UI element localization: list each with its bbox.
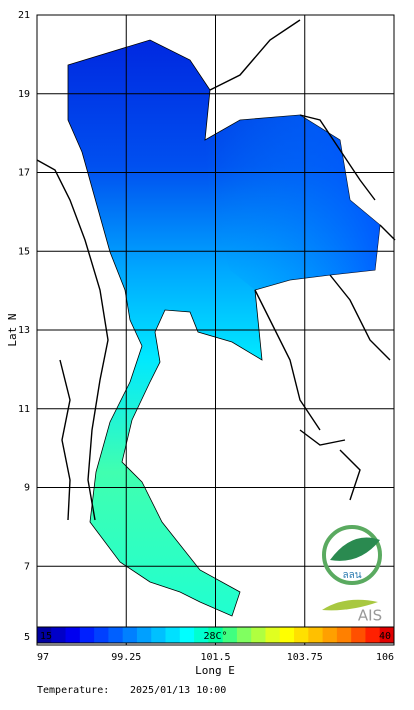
- colorbar-frame: [36, 626, 395, 644]
- colorbar-swatch: [194, 627, 209, 643]
- logo-leaf: [330, 537, 380, 561]
- colorbar-swatch: [322, 627, 338, 643]
- colorbar-swatch: [179, 627, 195, 643]
- y-tick-label: 13: [18, 325, 30, 336]
- logo-ais-swoosh: [322, 599, 378, 611]
- logo-ring: [322, 525, 382, 585]
- colorbar-swatch: [151, 627, 167, 643]
- x-axis-title: Long E: [195, 664, 235, 677]
- logo-ais: AIS: [322, 599, 382, 625]
- colorbar-swatch: [94, 627, 109, 643]
- colorbar-swatch: [308, 627, 324, 643]
- colorbar-swatch: [208, 627, 224, 643]
- colorbar-swatch: [236, 627, 252, 643]
- colorbar-swatch: [351, 627, 366, 643]
- logo-ais-text: AIS: [358, 607, 382, 625]
- y-tick-label: 15: [18, 246, 30, 257]
- colorbar-swatch: [251, 627, 266, 643]
- x-tick-label: 97: [37, 652, 49, 663]
- colorbar-swatch: [222, 627, 238, 643]
- colorbar-swatch: [79, 627, 95, 643]
- y-tick-label: 5: [24, 632, 30, 643]
- colorbar-swatch: [365, 627, 381, 643]
- colorbar-max-label: 40: [379, 631, 391, 642]
- footer-label: Temperature:: [37, 685, 109, 696]
- colorbar-swatch: [51, 627, 67, 643]
- logo-thai-text: ลลน: [342, 570, 361, 581]
- border-lines: [36, 19, 396, 521]
- footer-timestamp: 2025/01/13 10:00: [130, 685, 226, 696]
- y-tick-label: 21: [18, 10, 30, 21]
- plot-frame: [36, 14, 395, 646]
- colorbar-min-label: 15: [40, 631, 52, 642]
- temperature-field: [67, 39, 381, 617]
- colorbar-mid-label: 28C°: [203, 631, 227, 642]
- y-tick-label: 9: [24, 483, 30, 494]
- colorbar-swatch: [108, 627, 124, 643]
- logo-thai: ลลน: [322, 525, 382, 585]
- colorbar-swatch: [37, 627, 52, 643]
- y-tick-label: 7: [24, 561, 30, 572]
- colorbar-swatch: [265, 627, 281, 643]
- temperature-east: [205, 115, 380, 290]
- y-tick-label: 11: [18, 404, 30, 415]
- colorbar-swatch: [294, 627, 309, 643]
- colorbar-swatch: [279, 627, 295, 643]
- colorbar-swatch: [336, 627, 352, 643]
- x-tick-label: 101.5: [200, 652, 230, 663]
- y-axis-title: Lat N: [6, 313, 19, 346]
- colorbar-swatch: [122, 627, 138, 643]
- plot-area: [36, 19, 396, 617]
- y-tick-label: 17: [18, 168, 30, 179]
- x-tick-label: 106: [376, 652, 394, 663]
- colorbar-swatch: [136, 627, 152, 643]
- colorbar-swatch: [65, 627, 81, 643]
- colorbar: 15 28C° 40: [36, 626, 395, 644]
- y-tick-label: 19: [18, 89, 30, 100]
- x-tick-label: 103.75: [287, 652, 323, 663]
- colorbar-swatch: [165, 627, 181, 643]
- colorbar-swatch: [379, 627, 395, 643]
- x-tick-label: 99.25: [111, 652, 141, 663]
